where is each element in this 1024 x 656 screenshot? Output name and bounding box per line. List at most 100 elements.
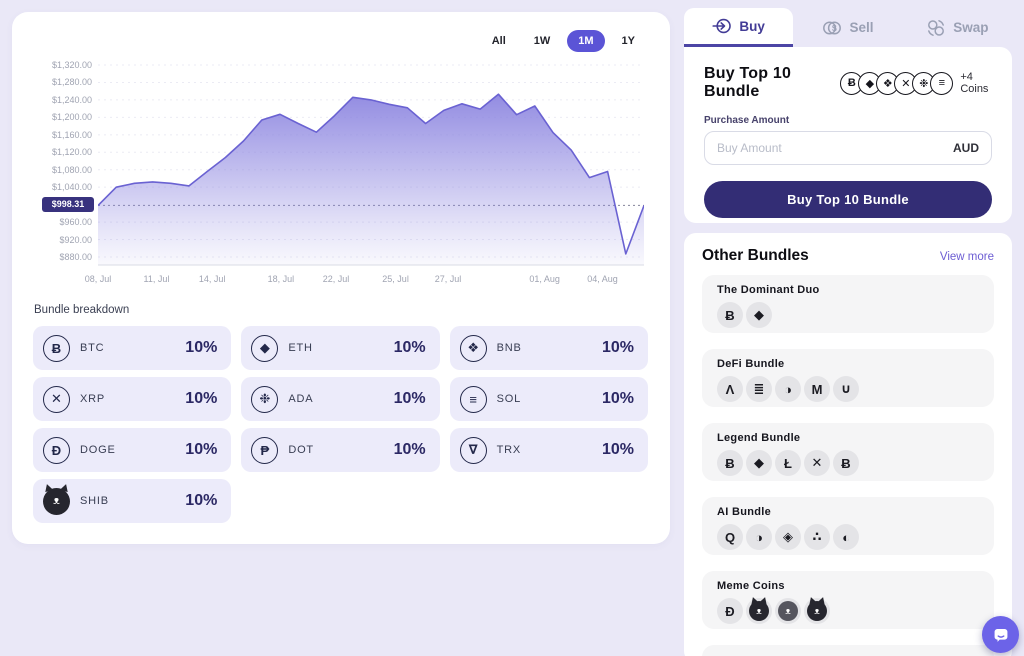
ocean-protocol-icon: ◐	[833, 524, 859, 550]
y-tick-label: $1,160.00	[51, 129, 92, 140]
x-tick-label: 25, Jul	[382, 274, 409, 284]
chart-card: All 1W 1M 1Y $1,320.00 $1,280.00 $1,240.00 $1,…	[12, 12, 670, 544]
range-button-1w[interactable]: 1W	[523, 30, 562, 52]
range-button-1m[interactable]: 1M	[567, 30, 605, 52]
tab-swap[interactable]: Swap	[903, 8, 1012, 47]
area-chart-plot	[98, 64, 644, 266]
litecoin-icon: Ł	[775, 450, 801, 476]
coin-percent: 10%	[185, 441, 218, 458]
bundle-card-defi-bundle[interactable]: DeFi Bundle Λ ≣ ◑ M ∪	[702, 349, 994, 407]
bundle-card-partial[interactable]	[702, 645, 994, 656]
floki-coin: ᴥ	[804, 598, 830, 624]
breakdown-tile-eth: ◆ ETH 10%	[241, 326, 440, 370]
breakdown-tile-bnb: ❖ BNB 10%	[449, 326, 648, 370]
tab-swap-label: Swap	[953, 20, 989, 35]
y-tick-label: $960.00	[59, 217, 92, 228]
aave-icon: Λ	[717, 376, 743, 402]
coin-chip-row: Ƀ ◆ ❖ ✕ ❉ ≡	[840, 71, 954, 95]
coin-percent: 10%	[393, 339, 426, 356]
x-tick-label: 18, Jul	[267, 274, 295, 284]
curve-icon: ◑	[775, 376, 801, 402]
ethereum-icon: ◆	[746, 450, 772, 476]
tab-buy-label: Buy	[739, 18, 765, 34]
pepe-icon: ᴥ	[778, 601, 798, 621]
x-tick-label: 08, Jul	[84, 274, 112, 284]
y-tick-label: $1,320.00	[51, 60, 92, 70]
bitcoin-icon: Ƀ	[717, 450, 743, 476]
x-tick-label: 01, Aug	[529, 274, 560, 284]
breakdown-tile-shib: ᴥ SHIB 10%	[33, 479, 232, 523]
y-tick-label: $1,200.00	[51, 112, 92, 123]
y-tick-label: $880.00	[59, 252, 92, 262]
coin-symbol: TRX	[496, 444, 522, 456]
cardano-icon: ❉	[251, 385, 279, 413]
dogecoin-icon: Ð	[717, 598, 743, 624]
pepe-coin: ᴥ	[775, 598, 801, 624]
compound-icon: ≣	[746, 376, 772, 402]
x-tick-label: 27, Jul	[434, 274, 462, 284]
bundle-card-legend-bundle[interactable]: Legend Bundle Ƀ ◆ Ł ✕ Ƀ	[702, 423, 994, 481]
coin-symbol: DOGE	[80, 444, 116, 456]
view-more-link[interactable]: View more	[939, 251, 994, 263]
bundle-card-ai-bundle[interactable]: AI Bundle Q ◑ ◈ ∴ ◐	[702, 497, 994, 555]
y-tick-label: $1,240.00	[51, 94, 92, 105]
tab-buy[interactable]: Buy	[684, 8, 794, 47]
fetch-ai-icon: ∴	[804, 524, 830, 550]
coin-percent: 10%	[185, 390, 218, 407]
sell-icon: $	[823, 20, 842, 35]
coin-percent: 10%	[601, 339, 634, 356]
tab-sell[interactable]: $ Sell	[793, 8, 902, 47]
breakdown-tile-doge: Ð DOGE 10%	[33, 428, 232, 472]
coin-percent: 10%	[185, 492, 218, 509]
breakdown-tile-sol: ≡ SOL 10%	[449, 377, 648, 421]
coin-percent: 10%	[393, 441, 426, 458]
tab-sell-label: Sell	[849, 20, 874, 35]
buy-top10-bundle-button[interactable]: Buy Top 10 Bundle	[704, 181, 992, 218]
x-tick-label: 14, Jul	[198, 274, 226, 284]
price-chart: $1,320.00 $1,280.00 $1,240.00 $1,200.00 $1,1…	[40, 60, 646, 305]
bundle-name: AI Bundle	[717, 506, 772, 518]
coin-symbol: DOT	[288, 444, 314, 456]
trade-tabs: Buy $ Sell Swap	[684, 8, 1012, 47]
swap-icon	[928, 19, 945, 36]
range-button-all[interactable]: All	[481, 30, 517, 52]
bnb-icon: ❖	[459, 334, 487, 362]
y-tick-label: $920.00	[59, 234, 92, 245]
xrp-icon: ✕	[43, 385, 70, 413]
tron-icon: ∇	[459, 436, 487, 464]
floki-icon: ᴥ	[807, 601, 827, 621]
bundle-name: Legend Bundle	[717, 432, 801, 444]
solana-icon: ≡	[930, 71, 954, 95]
bundle-card-the-dominant-duo[interactable]: The Dominant Duo Ƀ ◆	[702, 275, 994, 333]
x-tick-label: 22, Jul	[322, 274, 350, 284]
bundle-coin-chips: Ƀ ◆ ❖ ✕ ❉ ≡ +4 Coins	[840, 71, 992, 95]
buy-amount-input[interactable]	[704, 131, 992, 165]
breakdown-tile-ada: ❉ ADA 10%	[241, 377, 440, 421]
bundle-coin-row: Ƀ ◆	[717, 302, 979, 328]
shiba-inu-icon: ᴥ	[749, 601, 769, 621]
other-bundles-title: Other Bundles	[702, 247, 809, 264]
ethereum-icon: ◆	[251, 334, 279, 362]
y-tick-label: $1,040.00	[51, 182, 92, 193]
chat-launcher-button[interactable]	[982, 616, 1019, 653]
coin-symbol: BTC	[80, 342, 105, 354]
shiba-inu-coin: ᴥ	[746, 598, 772, 624]
y-tick-label: $1,280.00	[51, 77, 92, 88]
bitcoin-cash-icon: Ƀ	[833, 450, 859, 476]
render-icon: ◈	[775, 524, 801, 550]
bundle-coin-row: Λ ≣ ◑ M ∪	[717, 376, 979, 402]
range-button-1y[interactable]: 1Y	[611, 30, 646, 52]
coin-symbol: SHIB	[80, 495, 109, 507]
breakdown-tile-dot: ₱ DOT 10%	[241, 428, 440, 472]
buy-icon	[712, 18, 732, 34]
buy-card-title: Buy Top 10 Bundle	[704, 65, 792, 100]
x-tick-label: 11, Jul	[143, 274, 170, 284]
breakdown-tile-trx: ∇ TRX 10%	[449, 428, 648, 472]
bundle-list: The Dominant Duo Ƀ ◆ DeFi Bundle Λ ≣ ◑ M ∪ Legend…	[702, 275, 994, 629]
bitcoin-icon: Ƀ	[43, 334, 70, 362]
breakdown-title: Bundle breakdown	[34, 304, 130, 316]
bundle-coin-row: Ƀ ◆ Ł ✕ Ƀ	[717, 450, 979, 476]
